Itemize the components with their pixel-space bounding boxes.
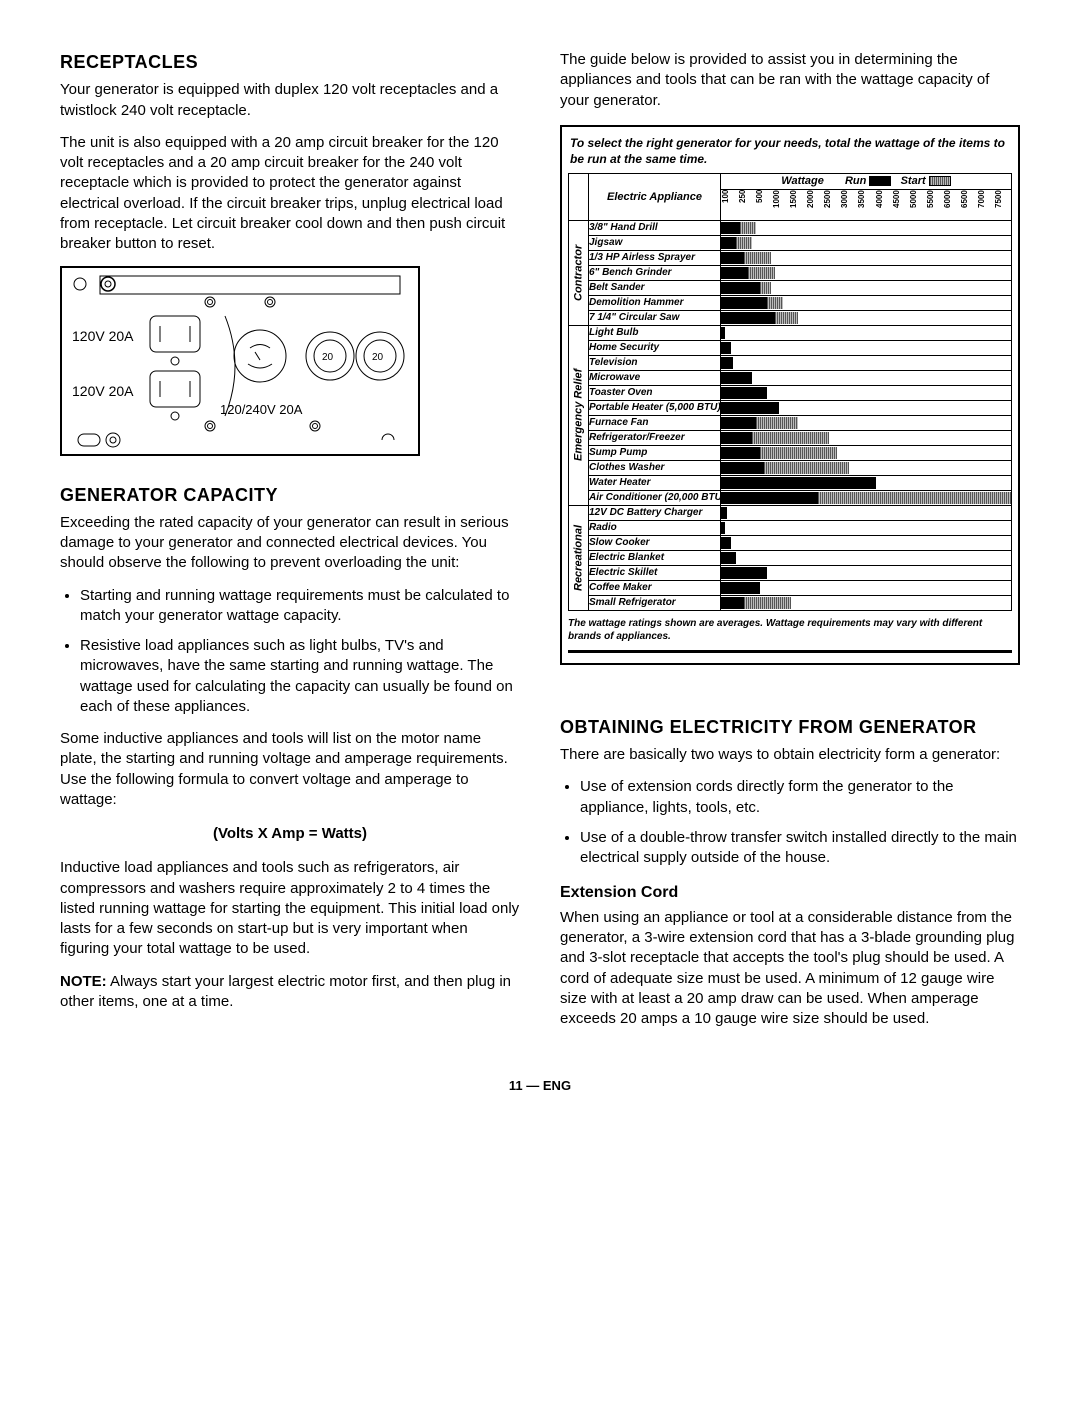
note-label: NOTE:	[60, 973, 107, 990]
wattage-bar	[721, 400, 1012, 415]
wattage-bar	[721, 280, 1012, 295]
right-column: The guide below is provided to assist yo…	[560, 50, 1020, 1041]
appliance-name: Portable Heater (5,000 BTU)	[589, 400, 721, 415]
th-wattage: Wattage Run Start	[721, 174, 1012, 190]
heading-obtain: OBTAINING ELECTRICITY FROM GENERATOR	[560, 715, 1020, 739]
page-columns: RECEPTACLES Your generator is equipped w…	[60, 50, 1020, 1041]
page-footer: 11 — ENG	[60, 1077, 1020, 1095]
wattage-bar	[721, 460, 1012, 475]
para: Your generator is equipped with duplex 1…	[60, 80, 520, 121]
receptacle-diagram: 120V 20A 120V 20A 20 20 120/240V 20A	[60, 266, 520, 462]
svg-text:20: 20	[372, 352, 384, 363]
wattage-bar	[721, 475, 1012, 490]
appliance-name: Water Heater	[589, 475, 721, 490]
appliance-name: Home Security	[589, 340, 721, 355]
chart-title: To select the right generator for your n…	[568, 133, 1012, 173]
heading-extension-cord: Extension Cord	[560, 882, 1020, 904]
appliance-name: Sump Pump	[589, 445, 721, 460]
wattage-bar	[721, 415, 1012, 430]
para: Inductive load appliances and tools such…	[60, 858, 520, 959]
wattage-bar	[721, 535, 1012, 550]
th-ticks: 1002505001000150020002500300035004000450…	[721, 189, 1012, 220]
appliance-name: Small Refrigerator	[589, 595, 721, 610]
appliance-name: Air Conditioner (20,000 BTU)	[589, 490, 721, 505]
wattage-bar	[721, 370, 1012, 385]
appliance-name: Belt Sander	[589, 280, 721, 295]
category-label: Contractor	[569, 220, 589, 325]
wattage-bar	[721, 235, 1012, 250]
category-label: Emergency Relief	[569, 325, 589, 505]
wattage-bar	[721, 445, 1012, 460]
appliance-name: 12V DC Battery Charger	[589, 505, 721, 520]
svg-text:120V 20A: 120V 20A	[72, 328, 134, 344]
note-text: Always start your largest electric motor…	[60, 973, 511, 1010]
appliance-name: Microwave	[589, 370, 721, 385]
para: There are basically two ways to obtain e…	[560, 745, 1020, 765]
appliance-name: Coffee Maker	[589, 580, 721, 595]
wattage-bar	[721, 430, 1012, 445]
appliance-name: Jigsaw	[589, 235, 721, 250]
note: NOTE: Always start your largest electric…	[60, 972, 520, 1013]
appliance-name: Clothes Washer	[589, 460, 721, 475]
appliance-name: Toaster Oven	[589, 385, 721, 400]
appliance-name: Refrigerator/Freezer	[589, 430, 721, 445]
category-label: Recreational	[569, 505, 589, 610]
wattage-bar	[721, 340, 1012, 355]
list-item: Starting and running wattage requirement…	[80, 586, 520, 627]
list-item: Use of extension cords directly form the…	[580, 777, 1020, 818]
appliance-name: Radio	[589, 520, 721, 535]
para: When using an appliance or tool at a con…	[560, 908, 1020, 1030]
appliance-name: Demolition Hammer	[589, 295, 721, 310]
wattage-bar	[721, 595, 1012, 610]
left-column: RECEPTACLES Your generator is equipped w…	[60, 50, 520, 1041]
chart-table: Electric Appliance Wattage Run Start 100…	[568, 173, 1012, 611]
wattage-bar	[721, 520, 1012, 535]
appliance-name: Electric Skillet	[589, 565, 721, 580]
para: The unit is also equipped with a 20 amp …	[60, 133, 520, 255]
appliance-name: Furnace Fan	[589, 415, 721, 430]
formula: (Volts X Amp = Watts)	[60, 824, 520, 844]
appliance-name: Slow Cooker	[589, 535, 721, 550]
wattage-chart: To select the right generator for your n…	[560, 125, 1020, 665]
appliance-name: 6" Bench Grinder	[589, 265, 721, 280]
wattage-bar	[721, 505, 1012, 520]
svg-text:120/240V 20A: 120/240V 20A	[220, 402, 303, 417]
th-appliance: Electric Appliance	[589, 174, 721, 221]
svg-text:20: 20	[322, 352, 334, 363]
wattage-bar	[721, 490, 1012, 505]
wattage-bar	[721, 325, 1012, 340]
appliance-name: 7 1/4" Circular Saw	[589, 310, 721, 325]
chart-footnote: The wattage ratings shown are averages. …	[568, 617, 1012, 653]
wattage-bar	[721, 355, 1012, 370]
bullet-list-1: Starting and running wattage requirement…	[80, 586, 520, 718]
wattage-bar	[721, 265, 1012, 280]
heading-receptacles: RECEPTACLES	[60, 50, 520, 74]
para: The guide below is provided to assist yo…	[560, 50, 1020, 111]
heading-capacity: GENERATOR CAPACITY	[60, 483, 520, 507]
para: Exceeding the rated capacity of your gen…	[60, 513, 520, 574]
para: Some inductive appliances and tools will…	[60, 729, 520, 810]
wattage-bar	[721, 310, 1012, 325]
appliance-name: Television	[589, 355, 721, 370]
wattage-bar	[721, 565, 1012, 580]
wattage-bar	[721, 250, 1012, 265]
list-item: Resistive load appliances such as light …	[80, 636, 520, 717]
wattage-bar	[721, 220, 1012, 235]
appliance-name: Electric Blanket	[589, 550, 721, 565]
wattage-bar	[721, 295, 1012, 310]
appliance-name: Light Bulb	[589, 325, 721, 340]
bullet-list-2: Use of extension cords directly form the…	[580, 777, 1020, 868]
wattage-bar	[721, 580, 1012, 595]
wattage-bar	[721, 550, 1012, 565]
wattage-bar	[721, 385, 1012, 400]
list-item: Use of a double-throw transfer switch in…	[580, 828, 1020, 869]
appliance-name: 1/3 HP Airless Sprayer	[589, 250, 721, 265]
svg-text:120V 20A: 120V 20A	[72, 383, 134, 399]
appliance-name: 3/8" Hand Drill	[589, 220, 721, 235]
